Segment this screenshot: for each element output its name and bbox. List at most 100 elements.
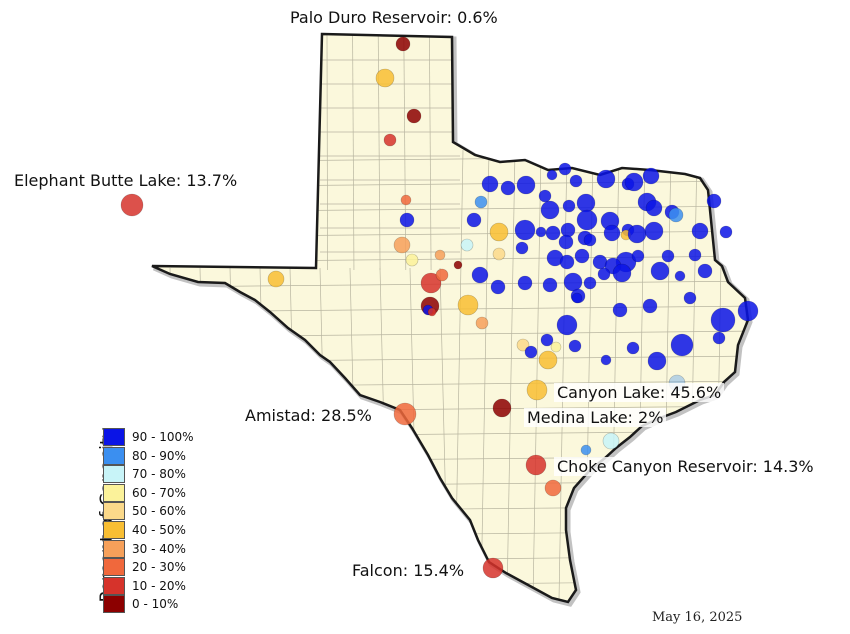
county-line <box>152 280 748 288</box>
reservoir-marker <box>393 402 417 426</box>
reservoir-marker <box>524 345 538 359</box>
legend-swatch <box>103 465 125 484</box>
reservoir-markers <box>120 36 759 579</box>
reservoir-marker <box>737 300 759 322</box>
reservoir-marker <box>568 339 582 353</box>
legend-swatch <box>103 483 125 502</box>
reservoir-marker <box>516 338 530 352</box>
reservoir-marker <box>668 207 684 223</box>
reservoir-marker <box>267 270 285 288</box>
reservoir-marker <box>600 354 612 366</box>
county-line <box>229 267 239 601</box>
label-falcon: Falcon: 15.4% <box>349 561 468 580</box>
reservoir-marker <box>427 307 437 317</box>
reservoir-marker <box>571 292 583 304</box>
reservoir-marker <box>719 225 733 239</box>
reservoir-marker <box>420 272 442 294</box>
reservoir-marker <box>490 279 506 295</box>
county-line <box>429 34 432 271</box>
label-palo-duro: Palo Duro Reservoir: 0.6% <box>290 8 498 27</box>
reservoir-marker <box>650 261 670 281</box>
reservoir-marker <box>691 222 709 240</box>
reservoir-marker <box>626 341 640 355</box>
reservoir-marker <box>517 275 533 291</box>
reservoir-marker <box>492 398 512 418</box>
county-line <box>152 530 748 538</box>
reservoir-marker <box>583 233 597 247</box>
county-line <box>403 34 407 271</box>
reservoir-marker <box>576 209 598 231</box>
reservoir-marker <box>627 224 647 244</box>
county-line <box>740 149 748 601</box>
reservoir-marker <box>574 248 590 264</box>
reservoir-marker <box>560 222 576 238</box>
county-line <box>480 149 490 601</box>
reservoir-marker <box>550 341 562 353</box>
legend-range-label: 20 - 30% <box>132 560 186 575</box>
reservoir-marker <box>683 291 697 305</box>
reservoir-marker <box>474 195 488 209</box>
reservoir-marker <box>563 272 583 292</box>
reservoir-marker <box>515 241 529 255</box>
reservoir-marker <box>406 108 422 124</box>
reservoir-marker <box>405 253 419 267</box>
legend-swatch <box>103 558 125 577</box>
reservoir-marker <box>674 270 686 282</box>
label-elephant-butte: Elephant Butte Lake: 13.7% <box>14 171 238 190</box>
label-canyon-lake: Canyon Lake: 45.6% <box>554 383 725 402</box>
reservoir-marker <box>393 236 411 254</box>
county-line <box>152 505 748 513</box>
reservoir-marker <box>526 379 548 401</box>
county-line <box>326 34 328 271</box>
reservoir-marker <box>434 249 446 261</box>
label-medina-lake: Medina Lake: 2% <box>524 408 667 427</box>
reservoir-marker <box>457 294 479 316</box>
map-date: May 16, 2025 <box>652 610 743 625</box>
reservoir-marker <box>602 432 620 450</box>
reservoir-marker <box>538 350 558 370</box>
county-line <box>532 149 542 601</box>
reservoir-marker <box>489 222 509 242</box>
legend-range-label: 30 - 40% <box>132 541 186 556</box>
reservoir-marker <box>453 260 463 270</box>
reservoir-marker <box>624 172 644 192</box>
legend-range-label: 70 - 80% <box>132 467 186 482</box>
reservoir-marker <box>492 247 506 261</box>
reservoir-marker <box>475 316 489 330</box>
reservoir-marker <box>612 263 632 283</box>
reservoir-marker <box>569 174 583 188</box>
legend-range-label: 40 - 50% <box>132 523 186 537</box>
legend-range-label: 50 - 60% <box>132 504 186 519</box>
reservoir-marker <box>631 249 645 263</box>
capacity-legend: Percent of Capacity 90 - 100%80 - 90%70 … <box>74 424 209 616</box>
legend-swatch <box>103 428 125 446</box>
reservoir-marker <box>525 454 547 476</box>
legend-range-label: 60 - 70% <box>132 485 186 500</box>
reservoir-marker <box>545 225 561 241</box>
reservoir-marker <box>644 221 664 241</box>
reservoir-marker <box>399 212 415 228</box>
legend-swatch <box>103 576 125 595</box>
reservoir-marker <box>120 193 144 217</box>
reservoir-marker <box>556 314 578 336</box>
reservoir-marker <box>558 234 574 250</box>
legend-range-label: 0 - 10% <box>132 597 179 612</box>
reservoir-marker <box>712 331 726 345</box>
reservoir-marker <box>383 133 397 147</box>
texas-border <box>151 32 750 604</box>
reservoir-marker <box>697 263 713 279</box>
reservoir-marker <box>558 162 572 176</box>
reservoir-marker <box>400 194 412 206</box>
county-line <box>506 149 516 601</box>
label-choke-canyon: Choke Canyon Reservoir: 14.3% <box>554 457 817 476</box>
reservoir-marker <box>460 238 474 252</box>
reservoir-marker <box>647 351 667 371</box>
county-line <box>259 267 269 601</box>
reservoir-marker <box>597 267 611 281</box>
legend-swatch <box>103 446 125 465</box>
reservoir-marker <box>596 169 616 189</box>
reservoir-marker <box>514 219 536 241</box>
reservoir-marker <box>670 333 694 357</box>
legend-swatch <box>103 539 125 558</box>
legend-range-label: 10 - 20% <box>132 578 186 593</box>
